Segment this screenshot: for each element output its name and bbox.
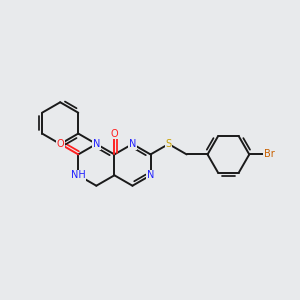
Text: N: N <box>129 139 136 149</box>
Text: O: O <box>56 139 64 149</box>
Text: S: S <box>166 139 172 149</box>
Text: Br: Br <box>264 149 274 159</box>
Text: O: O <box>111 129 118 139</box>
Text: N: N <box>147 170 154 180</box>
Text: NH: NH <box>71 170 86 180</box>
Text: N: N <box>93 139 100 149</box>
